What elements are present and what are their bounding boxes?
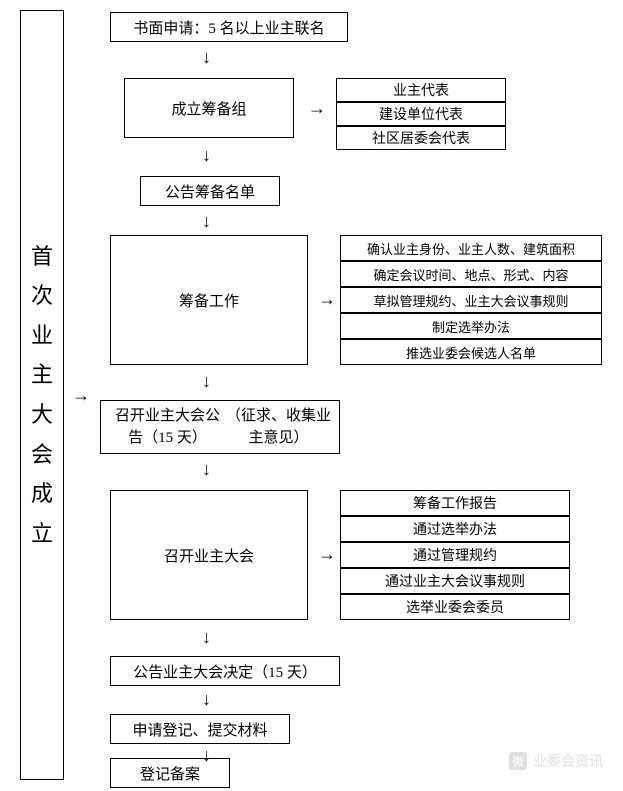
- title-char: 业: [31, 316, 53, 356]
- side-g4-2: 草拟管理规约、业主大会议事规则: [340, 287, 602, 313]
- arrow-right-icon: →: [318, 290, 336, 308]
- title-char: 成: [31, 474, 53, 514]
- arrow-down-icon: ↓: [202, 48, 211, 66]
- flow-node-n7: 公告业主大会决定（15 天）: [110, 656, 340, 686]
- side-g6-1: 通过选举办法: [340, 516, 570, 542]
- watermark-text: 业委会资讯: [533, 751, 603, 771]
- flow-node-n2: 成立筹备组: [124, 78, 294, 138]
- flow-node-n6: 召开业主大会: [110, 490, 308, 620]
- side-g6-3: 通过业主大会议事规则: [340, 568, 570, 594]
- wechat-icon: 微: [509, 752, 527, 770]
- title-char: 次: [31, 276, 53, 316]
- side-g2-1: 建设单位代表: [336, 102, 506, 126]
- title-char: 会: [31, 435, 53, 475]
- flow-node-n5: 召开业主大会公告（15 天）（征求、收集业主意见）: [100, 400, 340, 454]
- title-char: 主: [31, 355, 53, 395]
- flow-node-n9: 登记备案: [110, 758, 230, 788]
- side-g4-0: 确认业主身份、业主人数、建筑面积: [340, 235, 602, 261]
- flow-node-n3: 公告筹备名单: [140, 176, 280, 206]
- arrow-down-icon: ↓: [202, 212, 211, 230]
- title-column: 首次业主大会成立: [20, 10, 64, 780]
- side-g6-0: 筹备工作报告: [340, 490, 570, 516]
- flow-node-n1: 书面申请：5 名以上业主联名: [110, 12, 348, 42]
- side-g4-3: 制定选举办法: [340, 313, 602, 339]
- watermark: 微 业委会资讯: [509, 751, 603, 771]
- arrow-down-icon: ↓: [202, 460, 211, 478]
- arrow-down-icon: ↓: [202, 746, 211, 764]
- arrow-right-icon: →: [72, 386, 90, 404]
- arrow-down-icon: ↓: [202, 628, 211, 646]
- title-char: 立: [31, 514, 53, 554]
- side-g4-4: 推选业委会候选人名单: [340, 339, 602, 365]
- side-g6-4: 选举业委会委员: [340, 594, 570, 620]
- title-char: 大: [31, 395, 53, 435]
- side-g2-2: 社区居委会代表: [336, 126, 506, 150]
- flow-node-n4: 筹备工作: [110, 235, 308, 365]
- arrow-down-icon: ↓: [202, 146, 211, 164]
- arrow-right-icon: →: [308, 99, 326, 117]
- arrow-down-icon: ↓: [202, 690, 211, 708]
- side-g2-0: 业主代表: [336, 78, 506, 102]
- arrow-right-icon: →: [318, 545, 336, 563]
- side-g4-1: 确定会议时间、地点、形式、内容: [340, 261, 602, 287]
- side-g6-2: 通过管理规约: [340, 542, 570, 568]
- title-char: 首: [31, 237, 53, 277]
- arrow-down-icon: ↓: [202, 372, 211, 390]
- flow-node-n8: 申请登记、提交材料: [110, 714, 290, 744]
